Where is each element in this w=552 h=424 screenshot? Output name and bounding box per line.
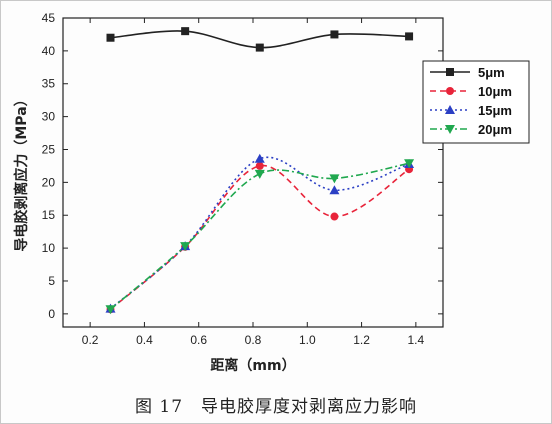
data-point bbox=[254, 169, 265, 179]
y-tick-label: 25 bbox=[42, 142, 56, 156]
x-axis-title: 距离（mm） bbox=[210, 357, 295, 374]
legend-marker bbox=[445, 125, 455, 134]
data-point bbox=[405, 32, 414, 41]
y-tick-label: 20 bbox=[42, 175, 56, 189]
data-point bbox=[181, 27, 190, 36]
legend-label: 5μm bbox=[478, 65, 505, 80]
legend-label: 10μm bbox=[478, 84, 512, 99]
series-line bbox=[109, 156, 410, 310]
data-point bbox=[330, 212, 339, 221]
x-tick-label: 0.4 bbox=[136, 333, 153, 347]
legend-label: 20μm bbox=[478, 122, 512, 137]
data-point bbox=[329, 174, 340, 184]
figure-caption: 图 17 导电胶厚度对剥离应力影响 bbox=[134, 397, 418, 417]
line-chart: 0.2 0.4 0.6 0.8 1.0 1.2 1.4051015202530354045 … bbox=[13, 11, 530, 374]
legend-label: 15μm bbox=[478, 103, 512, 118]
x-tick-label: 1.0 bbox=[299, 333, 316, 347]
y-tick-label: 30 bbox=[42, 110, 56, 124]
data-point bbox=[255, 161, 264, 170]
plot-area-border bbox=[62, 17, 444, 328]
data-point bbox=[329, 185, 340, 195]
series-markers bbox=[105, 27, 415, 315]
y-tick-label: 45 bbox=[42, 11, 56, 25]
axis-ticks: 0.2 0.4 0.6 0.8 1.0 1.2 1.4 0 5 10 15 20 25 30 35 40 45 bbox=[42, 11, 443, 347]
data-point bbox=[404, 159, 415, 169]
y-tick-label: 0 bbox=[48, 307, 55, 321]
y-tick-label: 10 bbox=[42, 241, 56, 255]
y-tick-label: 40 bbox=[42, 44, 56, 58]
y-tick-label: 35 bbox=[42, 77, 56, 91]
data-point bbox=[254, 153, 265, 163]
data-point bbox=[255, 43, 264, 52]
y-tick-label: 5 bbox=[48, 274, 55, 288]
y-tick-label: 15 bbox=[42, 208, 56, 222]
x-tick-label: 0.8 bbox=[245, 333, 262, 347]
x-tick-label: 1.4 bbox=[408, 333, 425, 347]
y-axis-title: 导电胶剥离应力（MPa） bbox=[13, 92, 30, 251]
x-tick-label: 0.6 bbox=[190, 333, 207, 347]
data-point bbox=[105, 305, 116, 315]
legend-marker bbox=[446, 87, 454, 95]
legend: 5μm 10μm 15μm 20μm bbox=[422, 60, 530, 144]
series-line bbox=[109, 162, 410, 310]
legend-box bbox=[422, 60, 530, 144]
x-tick-label: 1.2 bbox=[353, 333, 370, 347]
legend-marker bbox=[445, 105, 455, 114]
data-point bbox=[180, 242, 191, 252]
legend-marker bbox=[446, 68, 454, 76]
data-point bbox=[330, 30, 339, 39]
x-tick-label: 0.2 bbox=[82, 333, 99, 347]
series-line bbox=[109, 165, 410, 310]
data-point bbox=[106, 33, 115, 42]
